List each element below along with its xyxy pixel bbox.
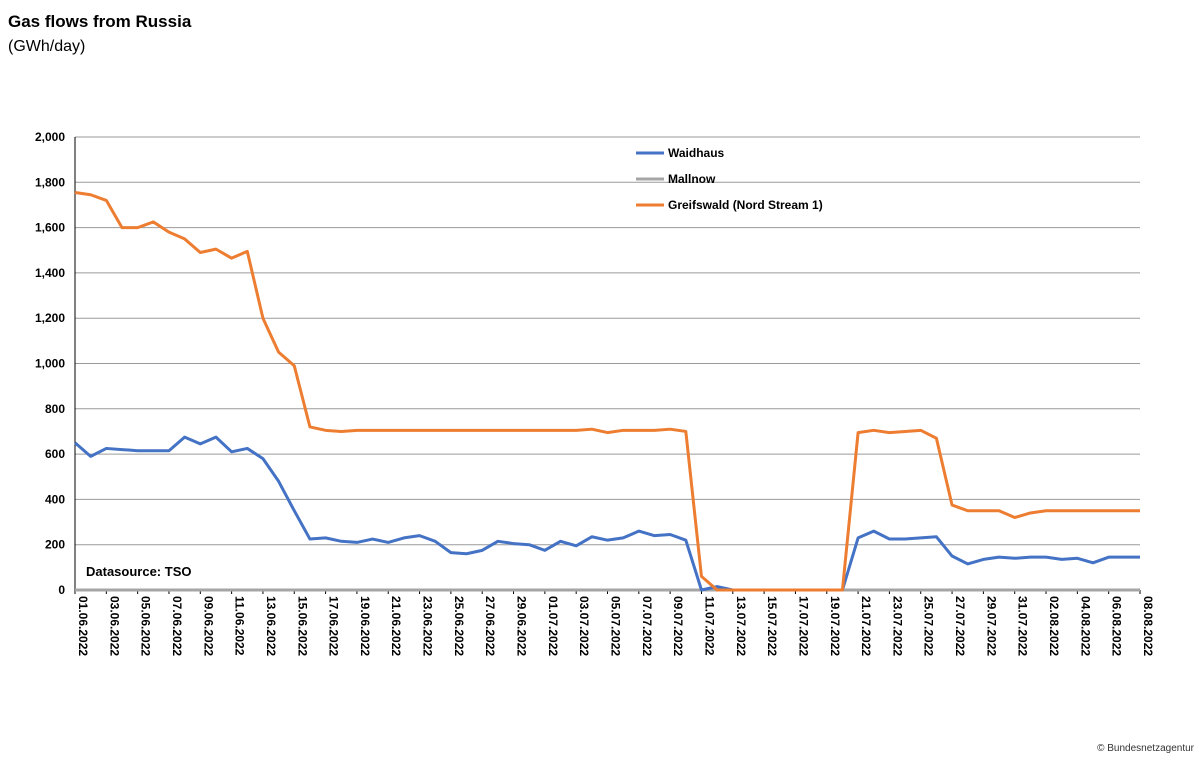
x-tick-label: 07.07.2022 bbox=[640, 596, 654, 656]
series-lines bbox=[74, 191, 1140, 592]
x-tick-label: 06.08.2022 bbox=[1110, 596, 1124, 656]
x-tick-label: 01.06.2022 bbox=[76, 596, 90, 656]
series-line-waidhaus bbox=[74, 435, 1140, 592]
y-tick-label: 400 bbox=[45, 492, 65, 506]
y-tick-label: 200 bbox=[45, 538, 65, 552]
x-tick-label: 23.07.2022 bbox=[890, 596, 904, 656]
x-tick-label: 21.07.2022 bbox=[859, 596, 873, 656]
x-tick-label: 08.08.2022 bbox=[1141, 596, 1155, 656]
datasource-annotation: Datasource: TSO bbox=[86, 564, 191, 579]
copyright-notice: © Bundesnetzagentur bbox=[1097, 743, 1194, 754]
x-tick-label: 04.08.2022 bbox=[1078, 596, 1092, 656]
y-axis-ticks: 0 200 400 600 800 1,000 1,200 1,400 1,600 1,800 2,… bbox=[35, 130, 65, 597]
x-tick-label: 09.06.2022 bbox=[201, 596, 215, 656]
y-tick-label: 1,400 bbox=[35, 266, 65, 280]
x-tick-label: 25.06.2022 bbox=[452, 596, 466, 656]
x-tick-label: 07.06.2022 bbox=[170, 596, 184, 656]
y-tick-label: 1,200 bbox=[35, 311, 65, 325]
x-tick-label: 01.07.2022 bbox=[546, 596, 560, 656]
x-tick-label: 21.06.2022 bbox=[389, 596, 403, 656]
x-tick-label: 13.06.2022 bbox=[264, 596, 278, 656]
x-tick-label: 11.06.2022 bbox=[233, 596, 247, 656]
x-tick-label: 09.07.2022 bbox=[671, 596, 685, 656]
x-tick-label: 23.06.2022 bbox=[421, 596, 435, 656]
chart-subtitle: (GWh/day) bbox=[8, 38, 86, 55]
legend-label: Mallnow bbox=[668, 172, 716, 186]
x-tick-label: 15.06.2022 bbox=[295, 596, 309, 656]
x-tick-label: 29.06.2022 bbox=[515, 596, 529, 656]
x-tick-label: 17.07.2022 bbox=[796, 596, 810, 656]
y-tick-label: 800 bbox=[45, 402, 65, 416]
x-tick-label: 11.07.2022 bbox=[702, 596, 716, 656]
x-tick-label: 13.07.2022 bbox=[734, 596, 748, 656]
legend-label: Greifswald (Nord Stream 1) bbox=[668, 198, 823, 212]
x-tick-label: 25.07.2022 bbox=[922, 596, 936, 656]
y-tick-label: 1,800 bbox=[35, 175, 65, 189]
series-line-greifswald-nord-stream-1 bbox=[74, 191, 1140, 592]
x-tick-label: 15.07.2022 bbox=[765, 596, 779, 656]
y-tick-label: 1,000 bbox=[35, 357, 65, 371]
x-tick-label: 31.07.2022 bbox=[1016, 596, 1030, 656]
x-tick-label: 27.06.2022 bbox=[483, 596, 497, 656]
x-tick-label: 05.06.2022 bbox=[139, 596, 153, 656]
y-tick-label: 0 bbox=[58, 583, 65, 597]
y-tick-label: 600 bbox=[45, 447, 65, 461]
x-tick-label: 03.06.2022 bbox=[107, 596, 121, 656]
y-tick-label: 2,000 bbox=[35, 130, 65, 144]
x-tick-label: 19.07.2022 bbox=[828, 596, 842, 656]
chart-title: Gas flows from Russia bbox=[8, 12, 192, 31]
x-tick-label: 17.06.2022 bbox=[327, 596, 341, 656]
y-tick-label: 1,600 bbox=[35, 221, 65, 235]
legend: Waidhaus Mallnow Greifswald (Nord Stream 1… bbox=[636, 146, 823, 212]
x-tick-label: 27.07.2022 bbox=[953, 596, 967, 656]
grid-lines bbox=[74, 136, 1140, 591]
x-tick-label: 05.07.2022 bbox=[609, 596, 623, 656]
x-axis-ticks: 01.06.2022 03.06.2022 05.06.2022 07.06.2022… bbox=[74, 590, 1155, 656]
x-tick-label: 29.07.2022 bbox=[984, 596, 998, 656]
x-tick-label: 03.07.2022 bbox=[577, 596, 591, 656]
x-tick-label: 02.08.2022 bbox=[1047, 596, 1061, 656]
x-tick-label: 19.06.2022 bbox=[358, 596, 372, 656]
legend-label: Waidhaus bbox=[668, 146, 725, 160]
